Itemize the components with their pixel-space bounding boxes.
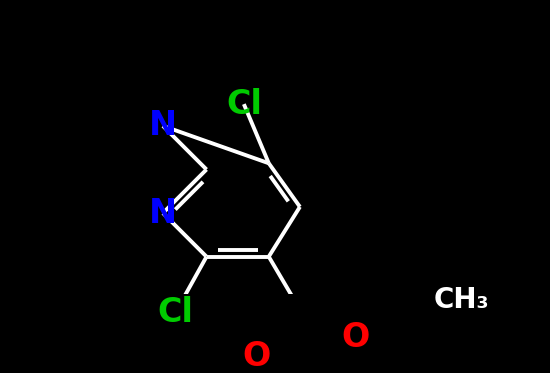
Text: N: N xyxy=(149,197,177,229)
Text: CH₃: CH₃ xyxy=(434,286,490,314)
Text: O: O xyxy=(342,321,370,354)
Text: Cl: Cl xyxy=(226,88,262,120)
Text: N: N xyxy=(149,109,177,142)
Text: Cl: Cl xyxy=(157,296,193,329)
Text: O: O xyxy=(242,340,271,373)
